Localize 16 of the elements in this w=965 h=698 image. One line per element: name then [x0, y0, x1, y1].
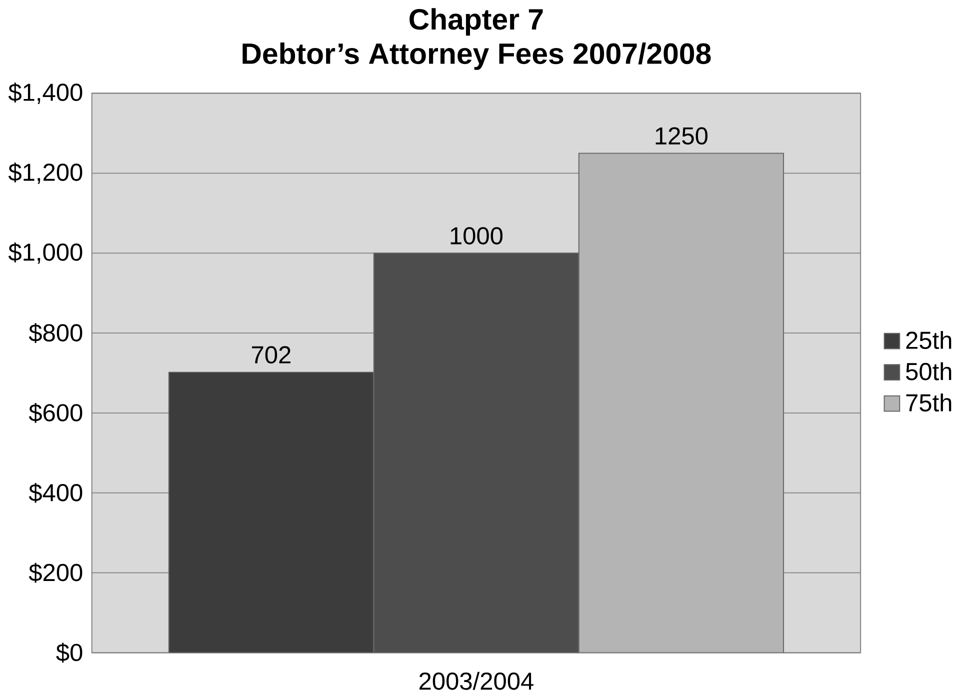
y-tick-label: $0: [56, 642, 82, 663]
chart-title: Chapter 7 Debtor’s Attorney Fees 2007/2008: [242, 8, 711, 70]
y-tick-label: $400: [28, 482, 82, 503]
legend-label: 75th: [906, 394, 952, 412]
data-label: 702: [252, 346, 290, 364]
y-tick-label: $1,200: [8, 162, 82, 184]
y-tick-label: $1,400: [8, 82, 82, 104]
x-tick-label: 2003/2004: [419, 672, 534, 690]
data-label: 1250: [656, 127, 708, 145]
y-tick-label: $200: [28, 562, 82, 583]
y-tick-label: $800: [28, 323, 82, 343]
data-label: 1000: [450, 227, 503, 244]
y-tick-label: $1,000: [8, 242, 82, 264]
legend-label: 25th: [906, 331, 952, 350]
y-tick-label: $600: [28, 403, 82, 423]
legend-label: 50th: [906, 362, 952, 380]
